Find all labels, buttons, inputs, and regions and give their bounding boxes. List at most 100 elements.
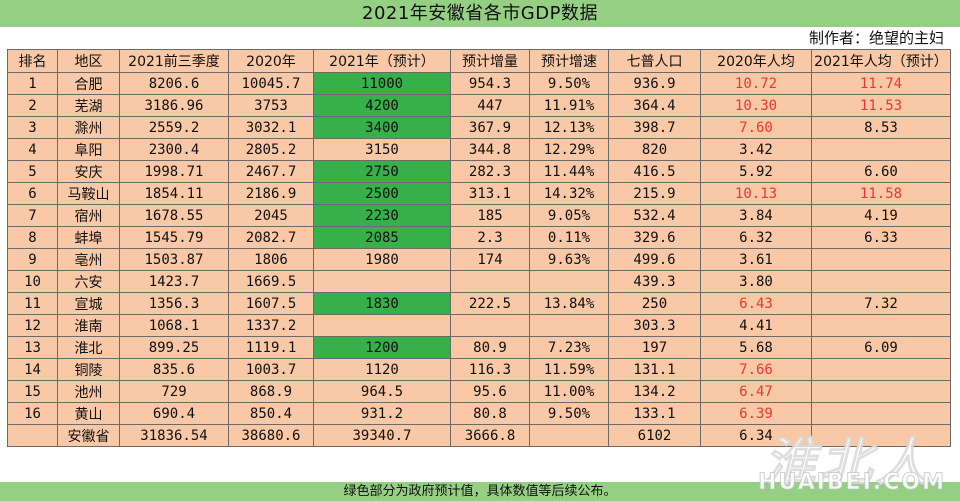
table-title: 2021年安徽省各市GDP数据 <box>0 0 960 27</box>
cell-growth: 9.63% <box>529 248 609 271</box>
cell-increase: 447 <box>450 94 530 117</box>
cell-increase: 80.8 <box>450 402 530 425</box>
cell-2020: 1806 <box>228 248 314 271</box>
cell-2021-forecast: 1830 <box>313 292 451 315</box>
header-rank: 排名 <box>7 49 58 73</box>
cell-per-capita-2021 <box>811 424 951 447</box>
cell-region: 铜陵 <box>57 358 120 381</box>
cell-growth: 11.44% <box>529 160 609 183</box>
table-row: 1 合肥 8206.6 10045.7 11000 954.3 9.50% 936.9 10.7… <box>7 72 951 95</box>
cell-population: 499.6 <box>608 248 701 271</box>
cell-rank: 10 <box>7 270 58 293</box>
cell-per-capita-2020: 6.32 <box>700 226 812 249</box>
table-row: 4 阜阳 2300.4 2805.2 3150 344.8 12.29% 820 3.42 <box>7 138 951 161</box>
cell-2020: 2186.9 <box>228 182 314 205</box>
cell-rank: 4 <box>7 138 58 161</box>
cell-increase: 174 <box>450 248 530 271</box>
table-row: 安徽省 31836.54 38680.6 39340.7 3666.8 6102 6.34 <box>7 424 951 447</box>
cell-per-capita-2020: 7.60 <box>700 116 812 139</box>
cell-per-capita-2020: 3.42 <box>700 138 812 161</box>
cell-q3-2021: 1068.1 <box>119 314 229 337</box>
cell-2021-forecast: 2085 <box>313 226 451 249</box>
cell-rank: 1 <box>7 72 58 95</box>
table-row: 2 芜湖 3186.96 3753 4200 447 11.91% 364.4 10.30 11.… <box>7 94 951 117</box>
cell-2021-forecast: 964.5 <box>313 380 451 403</box>
cell-per-capita-2020: 3.84 <box>700 204 812 227</box>
cell-growth: 0.11% <box>529 226 609 249</box>
cell-growth: 14.32% <box>529 182 609 205</box>
cell-per-capita-2020: 6.47 <box>700 380 812 403</box>
author-band <box>0 27 960 49</box>
cell-2020: 1607.5 <box>228 292 314 315</box>
cell-2021-forecast <box>313 314 451 337</box>
cell-population: 416.5 <box>608 160 701 183</box>
cell-increase: 185 <box>450 204 530 227</box>
cell-growth: 9.50% <box>529 402 609 425</box>
cell-q3-2021: 1678.55 <box>119 204 229 227</box>
cell-2021-forecast: 2750 <box>313 160 451 183</box>
cell-2021-forecast: 3150 <box>313 138 451 161</box>
cell-per-capita-2020: 6.43 <box>700 292 812 315</box>
cell-growth <box>529 424 609 447</box>
cell-q3-2021: 835.6 <box>119 358 229 381</box>
table-row: 9 亳州 1503.87 1806 1980 174 9.63% 499.6 3.61 <box>7 248 951 271</box>
cell-per-capita-2020: 3.80 <box>700 270 812 293</box>
cell-population: 134.2 <box>608 380 701 403</box>
cell-per-capita-2020: 3.61 <box>700 248 812 271</box>
cell-per-capita-2021 <box>811 270 951 293</box>
cell-population: 131.1 <box>608 358 701 381</box>
cell-growth: 13.84% <box>529 292 609 315</box>
cell-2021-forecast: 1120 <box>313 358 451 381</box>
cell-region: 芜湖 <box>57 94 120 117</box>
cell-per-capita-2021: 6.33 <box>811 226 951 249</box>
cell-2020: 3032.1 <box>228 116 314 139</box>
footer-note: 绿色部分为政府预计值，具体数值等后续公布。 <box>0 482 960 501</box>
cell-rank: 6 <box>7 182 58 205</box>
cell-rank: 3 <box>7 116 58 139</box>
cell-per-capita-2020: 5.68 <box>700 336 812 359</box>
cell-population: 215.9 <box>608 182 701 205</box>
cell-region: 六安 <box>57 270 120 293</box>
cell-population: 532.4 <box>608 204 701 227</box>
cell-region: 滁州 <box>57 116 120 139</box>
cell-q3-2021: 3186.96 <box>119 94 229 117</box>
cell-per-capita-2021: 11.74 <box>811 72 951 95</box>
cell-increase: 367.9 <box>450 116 530 139</box>
cell-growth <box>529 314 609 337</box>
cell-per-capita-2020: 10.13 <box>700 182 812 205</box>
cell-2021-forecast: 4200 <box>313 94 451 117</box>
cell-increase: 313.1 <box>450 182 530 205</box>
cell-increase: 344.8 <box>450 138 530 161</box>
cell-population: 197 <box>608 336 701 359</box>
cell-region: 阜阳 <box>57 138 120 161</box>
cell-rank: 12 <box>7 314 58 337</box>
header-population: 七普人口 <box>608 49 701 73</box>
cell-region: 安徽省 <box>57 424 120 447</box>
cell-growth: 11.59% <box>529 358 609 381</box>
table-row: 6 马鞍山 1854.11 2186.9 2500 313.1 14.32% 215.9 10.… <box>7 182 951 205</box>
cell-q3-2021: 1998.71 <box>119 160 229 183</box>
header-2021-forecast: 2021年（预计） <box>313 49 451 73</box>
cell-region: 亳州 <box>57 248 120 271</box>
cell-2021-forecast <box>313 270 451 293</box>
cell-per-capita-2021: 6.60 <box>811 160 951 183</box>
cell-region: 合肥 <box>57 72 120 95</box>
cell-per-capita-2021 <box>811 358 951 381</box>
cell-increase: 222.5 <box>450 292 530 315</box>
cell-increase <box>450 270 530 293</box>
cell-2021-forecast: 11000 <box>313 72 451 95</box>
cell-increase: 80.9 <box>450 336 530 359</box>
cell-rank: 5 <box>7 160 58 183</box>
cell-rank: 16 <box>7 402 58 425</box>
cell-q3-2021: 2300.4 <box>119 138 229 161</box>
cell-region: 宣城 <box>57 292 120 315</box>
cell-region: 黄山 <box>57 402 120 425</box>
cell-increase: 116.3 <box>450 358 530 381</box>
cell-2020: 1337.2 <box>228 314 314 337</box>
header-q3-2021: 2021前三季度 <box>119 49 229 73</box>
table-row: 11 宣城 1356.3 1607.5 1830 222.5 13.84% 250 6.43 7.… <box>7 292 951 315</box>
table-row: 3 滁州 2559.2 3032.1 3400 367.9 12.13% 398.7 7.60 8… <box>7 116 951 139</box>
header-per-capita-2020: 2020年人均 <box>700 49 812 73</box>
cell-population: 133.1 <box>608 402 701 425</box>
cell-region: 蚌埠 <box>57 226 120 249</box>
